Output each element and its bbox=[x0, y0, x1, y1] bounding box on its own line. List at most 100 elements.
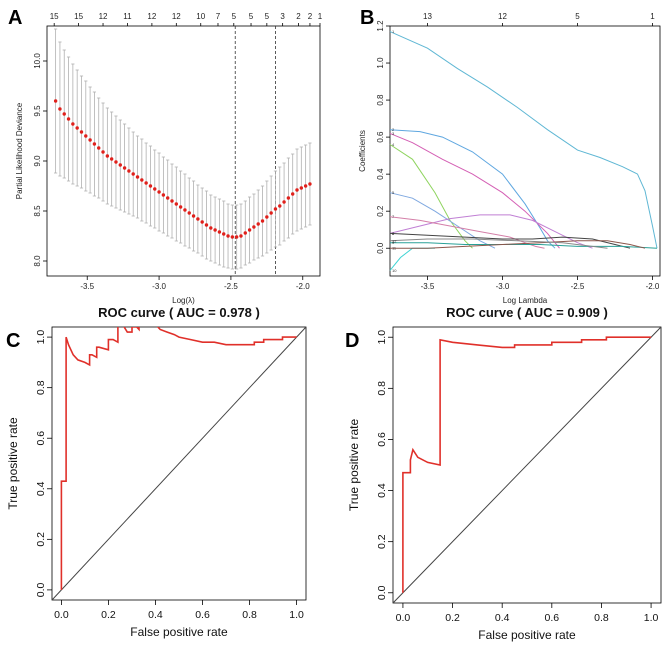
deviance-point bbox=[92, 142, 97, 146]
panel-letter: D bbox=[345, 330, 359, 352]
deviance-point bbox=[62, 112, 66, 116]
deviance-point bbox=[252, 225, 256, 229]
deviance-point bbox=[230, 235, 235, 239]
x-tick-label: 1.0 bbox=[644, 612, 659, 624]
deviance-point bbox=[109, 157, 114, 161]
top-tick-label: 15 bbox=[74, 12, 83, 21]
y-tick-label: 0.8 bbox=[376, 381, 388, 396]
deviance-point bbox=[269, 211, 273, 215]
y-tick-label: 0.4 bbox=[35, 481, 47, 496]
deviance-point bbox=[282, 200, 286, 204]
coef-path-label: 9 bbox=[392, 240, 395, 245]
y-axis-title: Partial Likelihood Deviance bbox=[15, 102, 24, 199]
y-tick-label: 1.0 bbox=[376, 57, 385, 69]
deviance-point bbox=[196, 217, 200, 221]
diagonal-reference-line bbox=[392, 326, 662, 604]
deviance-point bbox=[200, 220, 204, 224]
deviance-point bbox=[247, 228, 252, 232]
deviance-point bbox=[291, 192, 295, 196]
deviance-point bbox=[144, 181, 148, 185]
y-tick-label: 8.0 bbox=[33, 255, 42, 267]
deviance-point bbox=[131, 172, 135, 176]
top-tick-label: 1 bbox=[318, 12, 323, 21]
y-tick-label: 0.0 bbox=[376, 585, 388, 600]
y-tick-label: 8.5 bbox=[33, 205, 42, 217]
deviance-point bbox=[88, 138, 92, 142]
x-tick-label: -3.0 bbox=[496, 282, 510, 291]
x-tick-label: 0.6 bbox=[545, 612, 560, 624]
coef-path-label: 12 bbox=[392, 238, 397, 243]
top-tick-label: 2 bbox=[308, 12, 313, 21]
coef-path-10 bbox=[389, 247, 435, 271]
top-tick-label: 2 bbox=[296, 12, 301, 21]
y-tick-label: 0.8 bbox=[376, 94, 385, 106]
deviance-point bbox=[79, 130, 84, 134]
x-tick-label: 1.0 bbox=[289, 609, 304, 621]
x-axis-title: False positive rate bbox=[478, 628, 576, 642]
y-tick-label: 0.4 bbox=[376, 168, 385, 180]
panel-b: B-3.5 -3.0 -2.5 -2.00.00.20.40.60.81.01.213… bbox=[358, 7, 661, 305]
top-tick-label: 12 bbox=[498, 12, 507, 21]
deviance-point bbox=[118, 163, 122, 167]
deviance-point bbox=[213, 228, 217, 232]
y-tick-label: 9.0 bbox=[33, 155, 42, 167]
top-tick-label: 7 bbox=[216, 12, 221, 21]
deviance-point bbox=[191, 214, 196, 218]
panel-a: A-3.5 -3.0 -2.5 -2.08.08.59.09.510.015 15 12 1… bbox=[8, 7, 323, 305]
x-tick-label: -2.5 bbox=[571, 282, 585, 291]
x-tick-label: 0.4 bbox=[148, 609, 163, 621]
deviance-point bbox=[209, 226, 213, 230]
deviance-point bbox=[97, 146, 101, 150]
deviance-point bbox=[299, 186, 304, 190]
coef-path-8 bbox=[389, 232, 631, 249]
plot-frame bbox=[51, 326, 307, 601]
y-tick-label: 0.4 bbox=[376, 483, 388, 498]
coef-path-6 bbox=[389, 214, 593, 249]
roc-curve bbox=[60, 327, 297, 590]
y-tick-label: 0.0 bbox=[35, 582, 47, 597]
x-axis-title: Log Lambda bbox=[503, 296, 548, 305]
coef-path-label: 7 bbox=[392, 214, 395, 219]
coef-path-1 bbox=[389, 31, 658, 249]
y-tick-label: 0.0 bbox=[376, 242, 385, 254]
top-tick-label: 3 bbox=[280, 12, 285, 21]
coef-path-5 bbox=[389, 192, 496, 249]
deviance-point bbox=[295, 188, 299, 192]
deviance-point bbox=[75, 126, 79, 130]
deviance-point bbox=[265, 215, 269, 219]
coef-path-12 bbox=[389, 238, 608, 249]
x-tick-label: 0.2 bbox=[101, 609, 116, 621]
deviance-point bbox=[204, 223, 209, 227]
y-tick-label: 0.2 bbox=[35, 532, 47, 547]
x-tick-label: 0.8 bbox=[242, 609, 257, 621]
x-tick-label: -2.0 bbox=[296, 282, 310, 291]
deviance-point bbox=[114, 160, 118, 164]
coef-path-7 bbox=[389, 216, 545, 249]
x-tick-label: -3.5 bbox=[80, 282, 94, 291]
x-tick-label: -3.0 bbox=[152, 282, 166, 291]
deviance-point bbox=[161, 193, 166, 197]
coef-path-2 bbox=[389, 129, 556, 249]
roc-curve bbox=[402, 336, 652, 593]
panel-letter: C bbox=[6, 330, 20, 352]
deviance-point bbox=[303, 184, 308, 188]
chart-title: ROC curve ( AUC = 0.978 ) bbox=[98, 305, 260, 320]
coef-path-label: 8 bbox=[392, 231, 395, 236]
y-tick-label: 0.6 bbox=[376, 432, 388, 447]
deviance-point bbox=[165, 196, 170, 200]
deviance-point bbox=[157, 190, 161, 194]
y-tick-label: 0.8 bbox=[35, 380, 47, 395]
panel-c: C 0.0 0.2 0.4 0.6 0.8 1.0 0.0 0.2 0.4 0.6 0.8 1.0 Fal… bbox=[6, 305, 307, 639]
deviance-point bbox=[286, 196, 291, 200]
y-tick-label: 9.5 bbox=[33, 105, 42, 117]
deviance-point bbox=[178, 205, 183, 209]
deviance-point bbox=[58, 107, 62, 111]
top-tick-label: 5 bbox=[232, 12, 237, 21]
plot-frame bbox=[392, 326, 662, 604]
coef-path-label: 1 bbox=[392, 29, 395, 34]
deviance-point bbox=[127, 169, 131, 173]
coef-path-label: 4 bbox=[392, 142, 395, 147]
coef-path-label: 5 bbox=[392, 190, 395, 195]
deviance-point bbox=[101, 150, 105, 154]
